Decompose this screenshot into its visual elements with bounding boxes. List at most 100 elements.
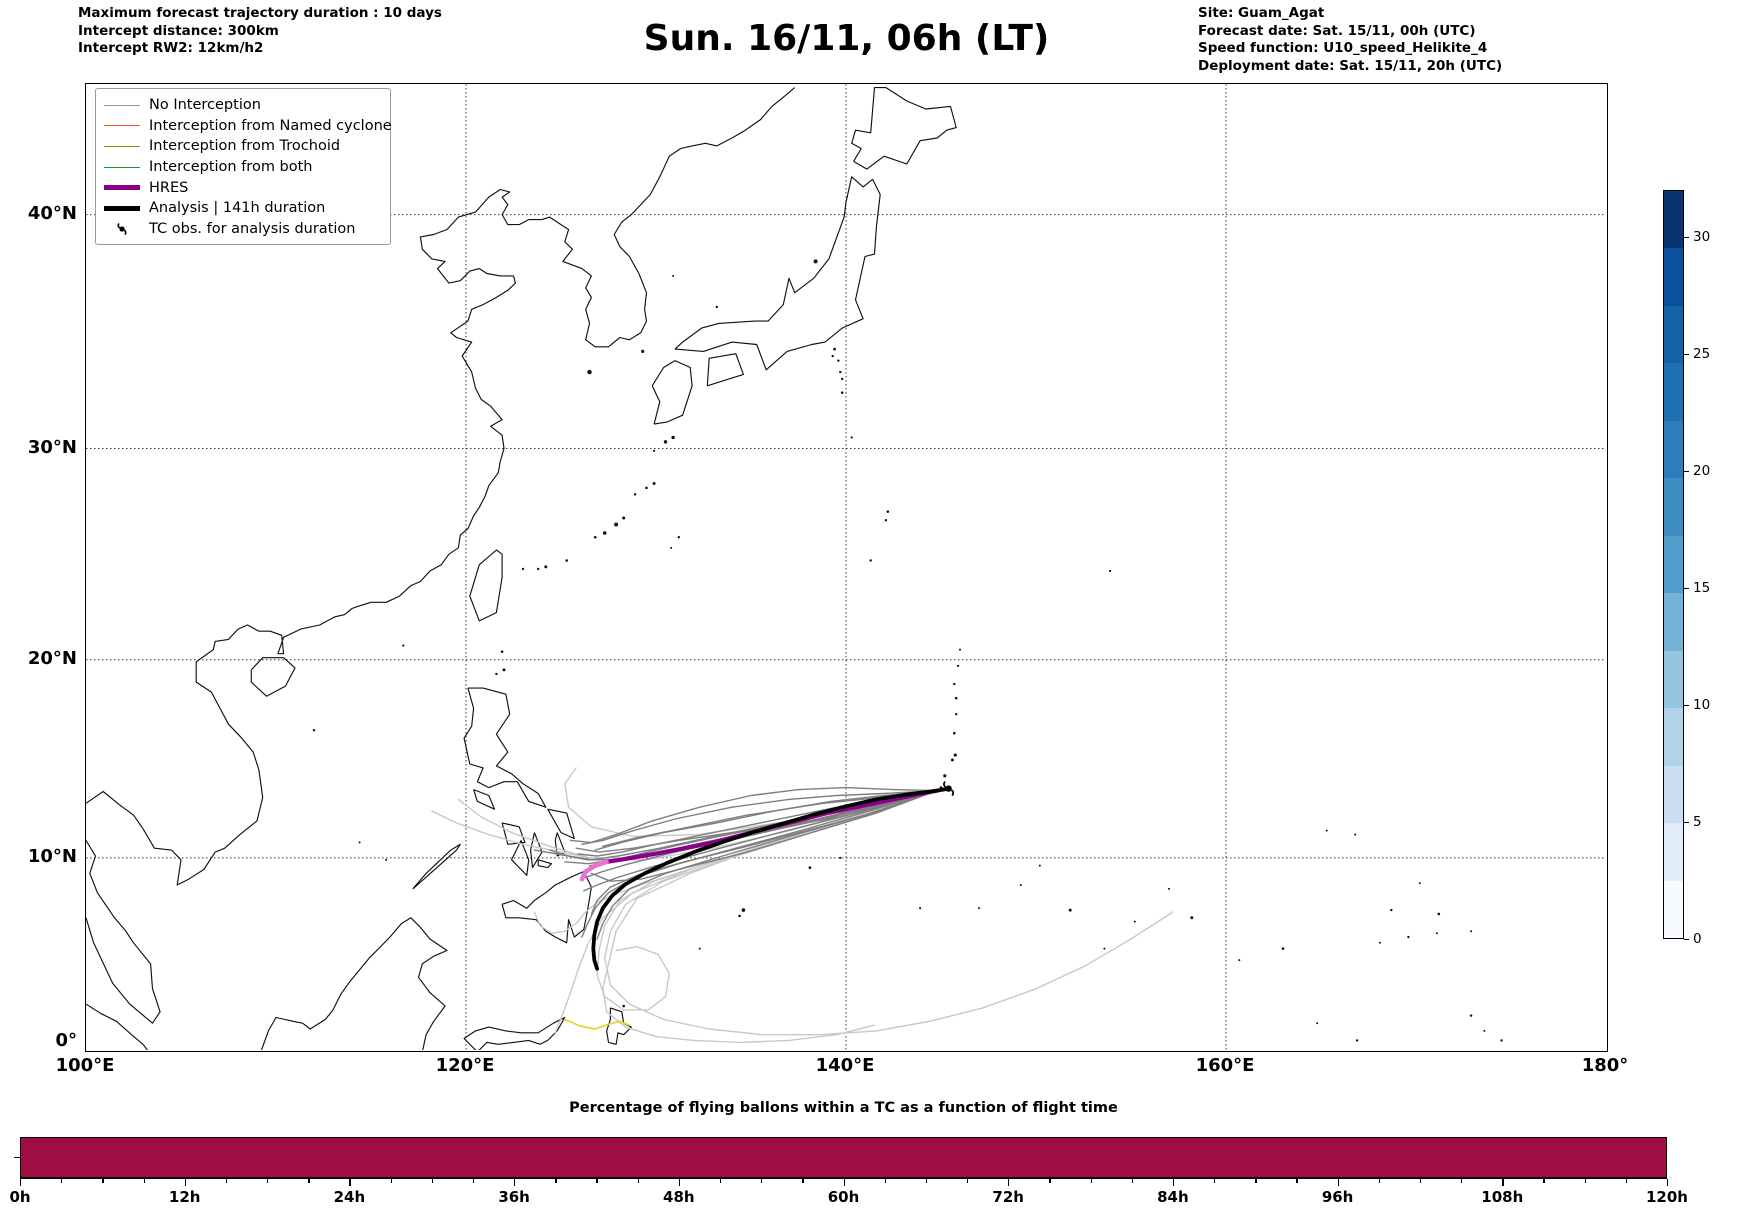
island-dot (886, 510, 890, 513)
coastline (501, 822, 526, 845)
island-dot (1435, 932, 1438, 935)
legend-item-label: Interception from Trochoid (149, 138, 341, 155)
colorbar-tick-label: 10 (1693, 696, 1711, 713)
intercept-distance-text: Intercept distance: 300km (78, 22, 279, 39)
island-dot (677, 536, 680, 539)
island-dot (495, 672, 498, 676)
legend-item-label: Interception from Named cyclone (149, 117, 392, 134)
island-dot (622, 516, 626, 520)
flight-time-minor-tick (390, 1179, 392, 1183)
flight-time-tick-label: 48h (663, 1188, 695, 1206)
island-dot (840, 391, 844, 394)
lat-tick-label: 20°N (27, 647, 77, 669)
island-dot (587, 369, 592, 375)
flight-time-major-tick (1667, 1179, 1669, 1186)
flight-time-major-tick (1172, 1179, 1175, 1186)
island-dot (593, 535, 597, 539)
island-dot (953, 682, 956, 686)
flight-time-minor-tick (1419, 1179, 1422, 1183)
map-legend: No Interception Interception from Named c… (95, 88, 392, 246)
flight-time-tick-label: 96h (1321, 1188, 1354, 1206)
flight-time-minor-tick (637, 1179, 639, 1183)
colorbar-tick (1684, 470, 1689, 473)
flight-time-tick-label: 0h (9, 1188, 31, 1206)
coastline (851, 87, 957, 170)
trajectory-ensemble_no_interception_light (604, 789, 1174, 1036)
flight-time-minor-tick (884, 1179, 886, 1183)
coastline (501, 870, 592, 944)
deployment-date-text: Deployment date: Sat. 15/11, 20h (UTC) (1198, 57, 1503, 74)
flight-time-major-tick (1502, 1179, 1504, 1186)
colorbar-tick-label: 0 (1693, 931, 1702, 947)
legend-line-swatch (104, 205, 140, 211)
trajectory-ensemble_no_interception_dark (581, 789, 938, 938)
flight-time-minor-tick (1543, 1179, 1545, 1183)
colorbar-segment (1664, 765, 1683, 824)
colorbar-tick-label: 5 (1693, 813, 1702, 830)
island-dot (544, 565, 548, 569)
coastline (86, 840, 161, 1024)
flight-time-minor-tick (925, 1179, 928, 1183)
colorbar-segment (1664, 535, 1683, 594)
island-dot (954, 696, 958, 700)
lon-tick-label: 160°E (1195, 1055, 1255, 1076)
island-dot (500, 650, 504, 653)
lat-tick-label: 40°N (27, 202, 77, 224)
colorbar-segment (1664, 880, 1683, 939)
island-dot (839, 370, 842, 374)
legend-item-2: Interception from Trochoid (104, 136, 382, 157)
lat-tick-label: 0° (55, 1030, 77, 1051)
flight-time-minor-tick (802, 1179, 804, 1183)
flight-time-tick-label: 36h (498, 1188, 530, 1206)
flight-time-tick-label: 12h (168, 1188, 201, 1206)
flight-time-major-tick (843, 1179, 845, 1186)
island-dot (653, 449, 656, 452)
colorbar-segment (1664, 420, 1683, 479)
flight-time-minor-tick (267, 1179, 269, 1183)
flight-time-minor-tick (596, 1179, 598, 1183)
flight-time-minor-tick (308, 1179, 310, 1183)
legend-line-swatch (104, 185, 140, 191)
island-dot (502, 668, 506, 672)
legend-line-swatch (104, 145, 140, 147)
flight-time-minor-tick (967, 1179, 969, 1183)
flight-time-major-tick (20, 1179, 22, 1186)
island-dot (672, 274, 675, 277)
island-dot (1281, 947, 1285, 950)
legend-item-label: Interception from both (149, 159, 313, 176)
island-dot (1437, 912, 1441, 916)
island-dot (1407, 935, 1410, 939)
gefs-colorbar (1663, 190, 1684, 939)
colorbar-segment (1664, 708, 1683, 766)
island-dot (641, 349, 645, 354)
colorbar-tick (1684, 353, 1689, 356)
coastline (463, 1016, 566, 1050)
flight-time-minor-tick (1090, 1179, 1092, 1183)
tc-obs-cyclone-icon (943, 781, 955, 797)
flight-time-minor-tick (1131, 1179, 1134, 1183)
island-dot (1238, 959, 1241, 962)
colorbar-segment (1664, 305, 1683, 364)
legend-item-6: TC obs. for analysis duration (104, 219, 382, 240)
coastline (547, 808, 575, 840)
trajectory-ensemble_no_interception_dark (590, 789, 938, 882)
colorbar-tick-label: 30 (1693, 228, 1711, 245)
island-dot (978, 907, 980, 910)
island-dot (959, 648, 961, 651)
colorbar-segment (1664, 593, 1683, 651)
island-dot (1316, 1022, 1319, 1025)
legend-item-label: No Interception (149, 97, 261, 114)
flight-time-minor-tick (1461, 1179, 1463, 1183)
island-dot (671, 435, 675, 440)
coastline (250, 657, 296, 697)
flight-time-major-tick (1337, 1179, 1339, 1186)
legend-item-1: Interception from Named cyclone (104, 116, 392, 137)
island-dot (1103, 947, 1106, 950)
island-dot (1500, 1039, 1503, 1042)
island-dot (622, 1004, 625, 1008)
island-dot (1390, 908, 1393, 912)
flight-time-minor-tick (1625, 1179, 1628, 1183)
island-dot (1168, 887, 1170, 890)
map-svg (86, 84, 1606, 1050)
